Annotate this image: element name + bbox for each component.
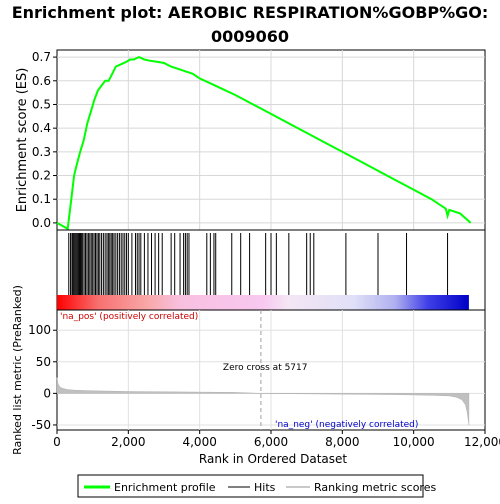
x-tick-label-0: 0 [53,435,61,449]
legend-label-ranking: Ranking metric scores [314,481,436,494]
es-y-tick-label-5: 0.5 [32,97,51,111]
x-tick-label-6: 12,000 [464,435,500,449]
es-y-axis: 0.0 0.1 0.2 0.3 0.4 0.5 0.6 0.7 [32,50,57,230]
es-y-axis-label: Enrichment score (ES) [15,68,30,213]
es-y-tick-label-1: 0.1 [32,192,51,206]
x-tick-label-5: 10,000 [393,435,435,449]
ranked-color-bar [57,295,469,310]
es-y-tick-label-0: 0.0 [32,216,51,230]
x-tick-label-3: 6,000 [254,435,288,449]
ranked-list-y-axis: -50 0 50 100 [28,323,57,432]
neg-correlated-label: 'na_neg' (negatively correlated) [275,420,418,430]
hits-panel [56,229,486,311]
rank-y-tick-label-2: 50 [36,355,51,369]
rank-y-tick-label-0: -50 [31,418,51,432]
es-y-tick-label-6: 0.6 [32,74,51,88]
ranked-list-x-axis: 0 2,000 4,000 6,000 8,000 10,000 12,000 [53,430,500,449]
x-tick-label-1: 2,000 [111,435,145,449]
ranked-list-panel: Zero cross at 5717 'na_pos' (positively … [11,285,500,466]
es-gridlines [57,50,485,230]
zero-cross-label: Zero cross at 5717 [223,363,308,373]
ranked-list-area [56,377,470,425]
enrichment-profile-line [56,56,472,231]
enrichment-score-panel: 0.0 0.1 0.2 0.3 0.4 0.5 0.6 0.7 Enrichment scor… [15,49,486,231]
es-y-tick-label-4: 0.4 [32,121,51,135]
chart-title-line1: Enrichment plot: AEROBIC RESPIRATION%GOB… [12,3,489,22]
rank-y-tick-label-3: 100 [28,323,51,337]
pos-correlated-label: 'na_pos' (positively correlated) [60,312,198,322]
x-tick-label-2: 4,000 [182,435,216,449]
rank-y-tick-label-1: 0 [43,386,51,400]
legend-label-hits: Hits [254,481,276,494]
x-axis-label: Rank in Ordered Dataset [199,452,347,466]
x-tick-label-4: 8,000 [325,435,359,449]
chart-legend: Enrichment profile Hits Ranking metric s… [77,474,436,498]
legend-frame [77,474,424,498]
hit-markers [68,233,449,295]
legend-label-enrichment: Enrichment profile [114,481,216,494]
es-y-tick-label-2: 0.2 [32,169,51,183]
es-y-tick-label-7: 0.7 [32,50,51,64]
ranked-list-y-axis-label: Ranked list metric (PreRanked) [11,285,24,455]
chart-title-line2: 0009060 [211,27,289,46]
es-y-tick-label-3: 0.3 [32,145,51,159]
